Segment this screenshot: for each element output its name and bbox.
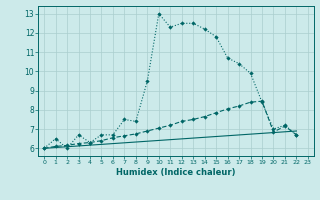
X-axis label: Humidex (Indice chaleur): Humidex (Indice chaleur) [116,168,236,177]
